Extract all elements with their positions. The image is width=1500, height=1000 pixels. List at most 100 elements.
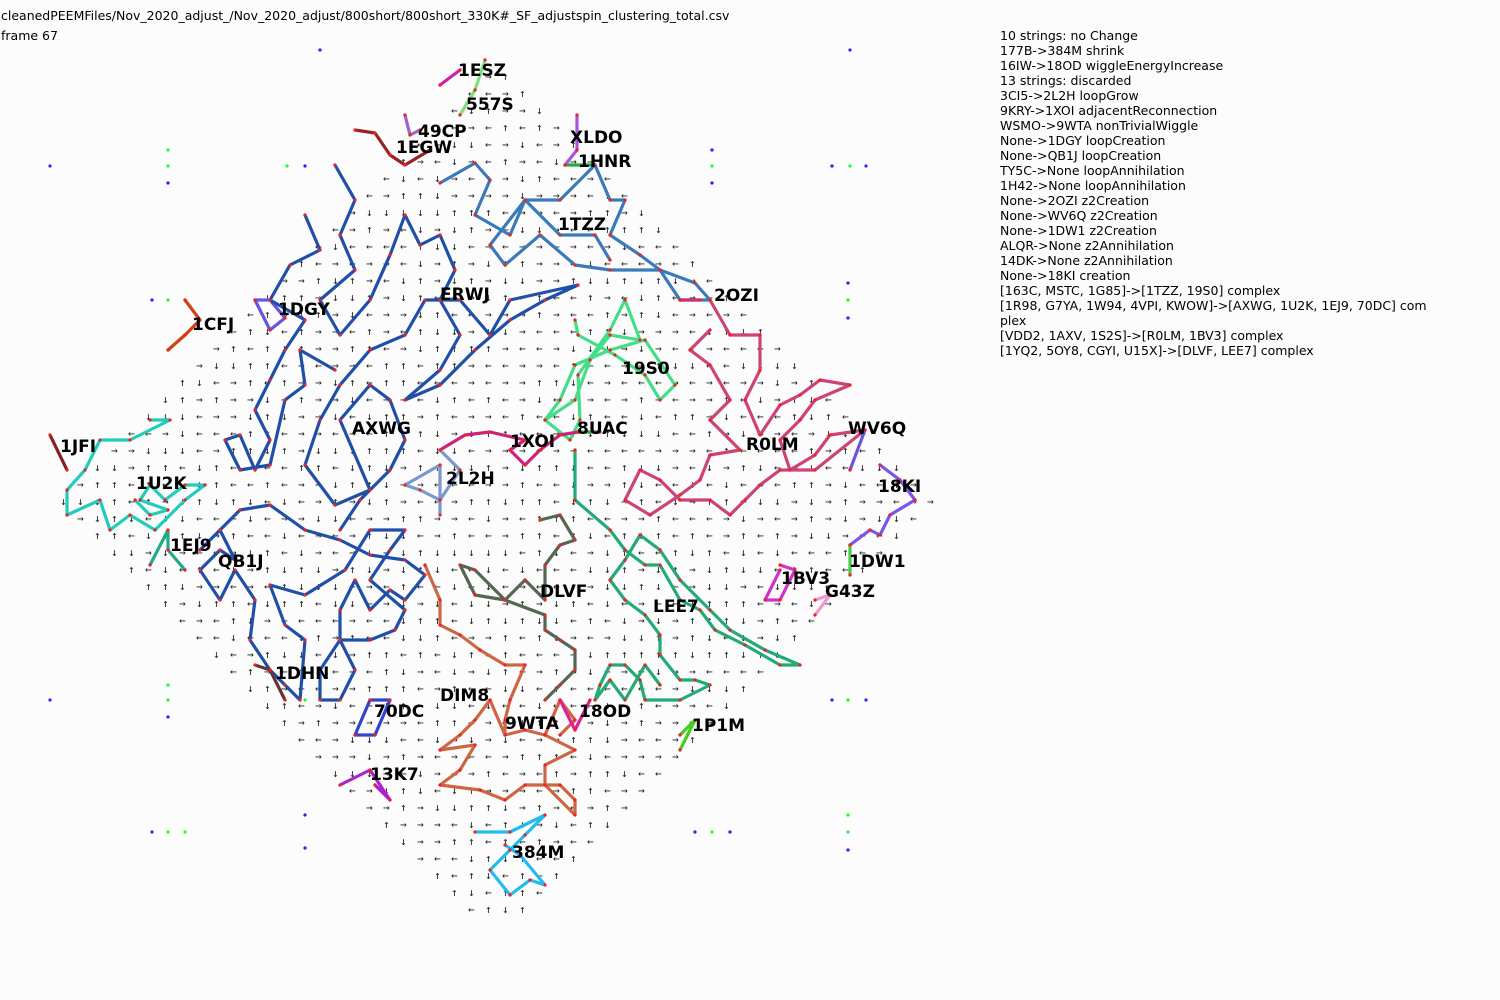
string-vertex bbox=[693, 718, 697, 722]
string-vertex bbox=[708, 418, 712, 422]
string-vertex bbox=[283, 398, 287, 402]
string-vertex bbox=[863, 428, 867, 432]
spin-arrow: ← bbox=[672, 427, 679, 440]
string-vertex bbox=[338, 333, 342, 337]
lattice-dot bbox=[166, 683, 170, 687]
string-path-1jfi bbox=[48, 433, 69, 472]
spin-arrow: ← bbox=[689, 325, 696, 338]
string-vertex bbox=[573, 263, 577, 267]
spin-arrow: ← bbox=[417, 172, 424, 185]
spin-arrow: ↓ bbox=[859, 461, 866, 474]
spin-arrow: ↓ bbox=[502, 614, 509, 627]
spin-arrow: ↑ bbox=[536, 529, 543, 542]
string-vertex bbox=[658, 633, 662, 637]
spin-arrow: ← bbox=[825, 393, 832, 406]
spin-arrow: ← bbox=[230, 427, 237, 440]
spin-arrow: → bbox=[723, 308, 730, 321]
spin-arrow: ← bbox=[587, 597, 594, 610]
spin-arrow: ← bbox=[655, 478, 662, 491]
spin-arrow: → bbox=[757, 614, 764, 627]
string-vertex bbox=[338, 538, 342, 542]
string-vertex bbox=[98, 498, 102, 502]
string-vertex bbox=[608, 198, 612, 202]
string-vertex bbox=[65, 468, 69, 472]
string-vertex bbox=[438, 513, 442, 517]
spin-arrow: ← bbox=[553, 240, 560, 253]
spin-arrow: ↓ bbox=[570, 478, 577, 491]
spin-arrow: ↓ bbox=[128, 546, 135, 559]
string-label-axwg: AXWG bbox=[352, 419, 411, 439]
spin-arrow: ← bbox=[825, 563, 832, 576]
spin-arrow: ↓ bbox=[94, 461, 101, 474]
spin-arrow: ← bbox=[417, 733, 424, 746]
string-vertex bbox=[598, 430, 602, 434]
spin-arrow: ↑ bbox=[740, 597, 747, 610]
spin-arrow: → bbox=[672, 682, 679, 695]
string-label-1esz: 1ESZ bbox=[458, 61, 506, 81]
spin-arrow: ↓ bbox=[536, 223, 543, 236]
spin-arrow: ↑ bbox=[111, 512, 118, 525]
spin-arrow: ↓ bbox=[196, 461, 203, 474]
spin-arrow: ↓ bbox=[638, 274, 645, 287]
spin-arrow: → bbox=[417, 410, 424, 423]
string-vertex bbox=[353, 578, 357, 582]
spin-arrow: ← bbox=[468, 444, 475, 457]
spin-arrow: ← bbox=[417, 393, 424, 406]
spin-arrow: → bbox=[332, 308, 339, 321]
spin-arrow: → bbox=[281, 308, 288, 321]
spin-arrow: → bbox=[383, 801, 390, 814]
spin-arrow: ← bbox=[485, 835, 492, 848]
string-vertex bbox=[338, 418, 342, 422]
spin-arrow: ↑ bbox=[417, 614, 424, 627]
string-vertex bbox=[543, 733, 547, 737]
string-label-1dw1: 1DW1 bbox=[849, 552, 906, 572]
spin-arrow: ↑ bbox=[349, 274, 356, 287]
string-vertex bbox=[573, 648, 577, 652]
spin-arrow: → bbox=[213, 580, 220, 593]
string-path-wv6q bbox=[848, 428, 867, 472]
spin-arrow: ↑ bbox=[383, 682, 390, 695]
spin-arrow: ↑ bbox=[264, 563, 271, 576]
string-vertex bbox=[608, 578, 612, 582]
spin-arrow: → bbox=[349, 427, 356, 440]
spin-arrow: → bbox=[77, 512, 84, 525]
spin-arrow: ↓ bbox=[638, 478, 645, 491]
spin-arrow: ↑ bbox=[689, 529, 696, 542]
spin-arrow: ← bbox=[417, 359, 424, 372]
spin-arrow: → bbox=[672, 750, 679, 763]
string-vertex bbox=[238, 433, 242, 437]
string-vertex bbox=[813, 398, 817, 402]
string-vertex bbox=[778, 563, 782, 567]
spin-arrow: ← bbox=[213, 512, 220, 525]
spin-arrow: ↑ bbox=[655, 631, 662, 644]
string-vertex bbox=[608, 268, 612, 272]
spin-arrow: ← bbox=[621, 682, 628, 695]
spin-arrow: → bbox=[366, 784, 373, 797]
spin-arrow: → bbox=[502, 87, 509, 100]
spin-arrow: ↓ bbox=[655, 461, 662, 474]
spin-arrow: ← bbox=[502, 393, 509, 406]
spin-arrow: ↓ bbox=[77, 495, 84, 508]
spin-arrow: ← bbox=[400, 325, 407, 338]
spin-arrow: → bbox=[791, 529, 798, 542]
spin-arrow: → bbox=[757, 631, 764, 644]
spin-arrow: ↑ bbox=[383, 376, 390, 389]
string-label-1u2k: 1U2K bbox=[136, 474, 187, 494]
string-vertex bbox=[608, 678, 612, 682]
spin-arrow: → bbox=[553, 835, 560, 848]
spin-arrow: → bbox=[349, 750, 356, 763]
string-vertex bbox=[438, 463, 442, 467]
string-vertex bbox=[223, 438, 227, 442]
spin-arrow: → bbox=[247, 580, 254, 593]
spin-arrow: ↑ bbox=[536, 291, 543, 304]
spin-arrow: → bbox=[604, 478, 611, 491]
spin-arrow: → bbox=[502, 342, 509, 355]
spin-arrow: ← bbox=[553, 291, 560, 304]
spin-arrow: → bbox=[570, 189, 577, 202]
spin-arrow: ↓ bbox=[281, 648, 288, 661]
spin-arrow: ↓ bbox=[349, 393, 356, 406]
spin-arrow: ↓ bbox=[502, 852, 509, 865]
spin-arrow: ↑ bbox=[383, 818, 390, 831]
string-vertex bbox=[508, 830, 512, 834]
lattice-dot bbox=[846, 298, 850, 302]
